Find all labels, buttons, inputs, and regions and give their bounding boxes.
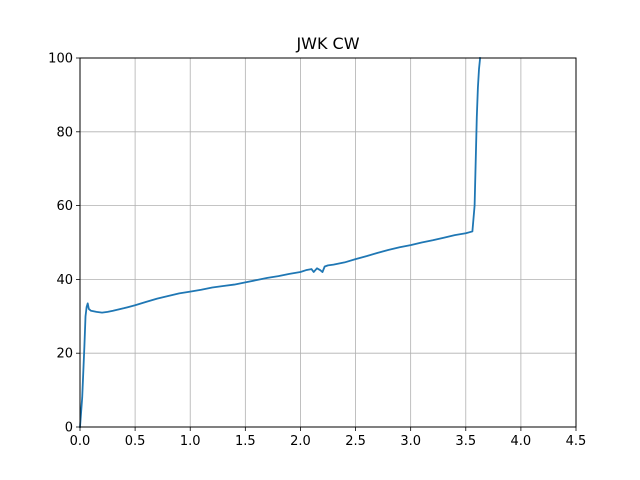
chart-title: JWK CW <box>295 34 359 53</box>
plot-frame <box>79 57 577 428</box>
x-tick-label: 0.5 <box>125 434 146 449</box>
x-tick-label: 4.0 <box>511 434 532 449</box>
x-tick-label: 2.0 <box>290 434 311 449</box>
x-tick-label: 0.0 <box>70 434 91 449</box>
axis-ticks: 0.0 0.5 1.0 1.5 2.0 2.5 3.0 3.5 4.0 4.5 0 20 40 60 80 1… <box>48 52 586 450</box>
series-line <box>79 57 482 428</box>
y-tick-label: 40 <box>56 273 73 288</box>
x-tick-label: 3.0 <box>400 434 421 449</box>
x-tick-label: 4.5 <box>566 434 587 449</box>
x-tick-label: 2.5 <box>345 434 366 449</box>
series-layer <box>79 57 482 428</box>
x-tick-label: 1.0 <box>180 434 201 449</box>
y-tick-label: 0 <box>65 421 73 436</box>
y-tick-label: 20 <box>56 347 73 362</box>
x-tick-label: 3.5 <box>455 434 476 449</box>
y-tick-label: 100 <box>48 52 73 67</box>
x-tick-label: 1.5 <box>235 434 256 449</box>
y-tick-label: 60 <box>56 199 73 214</box>
y-tick-label: 80 <box>56 125 73 140</box>
